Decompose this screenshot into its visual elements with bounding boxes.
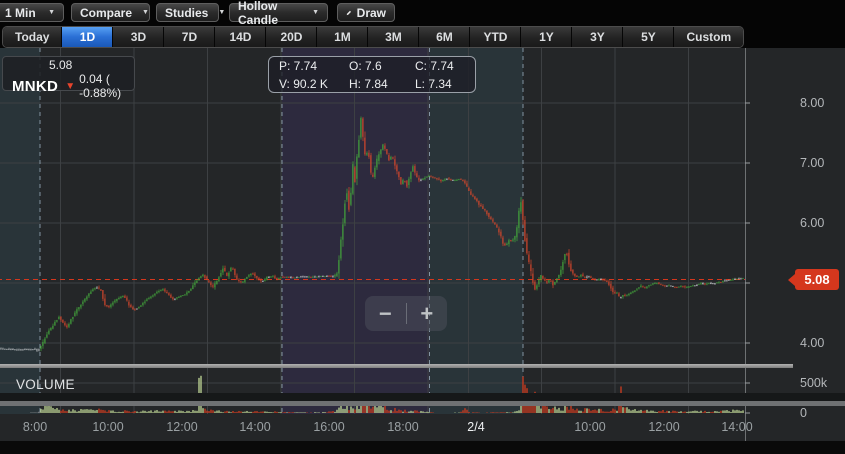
zoom-in-button[interactable]: + <box>420 301 434 326</box>
range-tab-3y[interactable]: 3Y <box>572 26 624 47</box>
range-tab-group: Today 1D 3D 7D 14D 20D 1M 3M 6M YTD 1Y 3Y 5Y Custom <box>2 25 745 48</box>
range-tab-ytd[interactable]: YTD <box>470 26 522 47</box>
x-axis-label: 8:00 <box>22 420 48 434</box>
draw-button[interactable]: Draw <box>337 3 395 22</box>
chart-type-label: Hollow Candle <box>238 0 279 27</box>
last-price-label: 5.08 <box>788 269 839 290</box>
x-axis-label: 10:00 <box>574 420 606 434</box>
x-axis-label: 18:00 <box>387 420 419 434</box>
range-tab-1d[interactable]: 1D <box>62 26 114 47</box>
tooltip-volume: V: 90.2 K <box>279 77 328 91</box>
symbol-ticker: MNKD <box>12 77 59 95</box>
x-axis-label: 12:00 <box>166 420 198 434</box>
compare-dropdown[interactable]: Compare ▼ <box>71 3 150 22</box>
chevron-down-icon: ▼ <box>218 9 226 16</box>
down-arrow-icon: ▼ <box>65 80 76 92</box>
pencil-icon <box>346 10 352 15</box>
bottom-strip <box>0 393 845 401</box>
change-text: 0.04 ( -0.88%) <box>79 72 122 100</box>
range-tab-custom[interactable]: Custom <box>674 26 744 47</box>
compare-label: Compare <box>80 5 133 20</box>
studies-label: Studies <box>165 5 209 20</box>
x-axis-label: 16:00 <box>313 420 345 434</box>
y-axis-label: 0 <box>800 406 807 420</box>
range-tab-3d[interactable]: 3D <box>113 26 165 47</box>
x-axis-label: 12:00 <box>648 420 680 434</box>
y-axis-label: 500k <box>800 376 828 390</box>
tooltip-close: C: 7.74 <box>415 59 454 73</box>
tooltip-price: P: 7.74 <box>279 59 318 73</box>
y-axis-label: 4.00 <box>800 336 825 350</box>
zoom-controls: − + <box>365 296 447 331</box>
range-tab-6m[interactable]: 6M <box>419 26 471 47</box>
x-axis-label: 14:00 <box>239 420 271 434</box>
range-tab-14d[interactable]: 14D <box>215 26 267 47</box>
tooltip-high: H: 7.84 <box>349 77 388 91</box>
range-tab-3m[interactable]: 3M <box>368 26 420 47</box>
candlestick-chart[interactable] <box>0 48 845 454</box>
studies-dropdown[interactable]: Studies ▼ <box>156 3 225 22</box>
range-tab-today[interactable]: Today <box>3 26 63 47</box>
range-tab-20d[interactable]: 20D <box>266 26 318 47</box>
chart-toolbar: 1 Min ▼ Compare ▼ Studies ▼ Hollow Candl… <box>0 0 845 27</box>
zoom-divider <box>405 303 407 324</box>
symbol-overlay: 5.08 MNKD ▼ 0.04 ( -0.88%) <box>2 56 135 100</box>
y-axis-label: 6.00 <box>800 216 825 230</box>
y-axis-label: 8.00 <box>800 96 825 110</box>
chart-area[interactable]: 5.08 MNKD ▼ 0.04 ( -0.88%) P: 7.74 O: 7.… <box>0 48 845 441</box>
zoom-out-button[interactable]: − <box>378 301 392 326</box>
range-tab-7d[interactable]: 7D <box>164 26 216 47</box>
y-axis-label: 7.00 <box>800 156 825 170</box>
interval-dropdown[interactable]: 1 Min ▼ <box>0 3 64 22</box>
range-tab-5y[interactable]: 5Y <box>623 26 675 47</box>
volume-pane-label: VOLUME <box>16 377 75 392</box>
draw-label: Draw <box>356 5 386 20</box>
last-price-text: 5.08 <box>49 58 73 72</box>
ohlc-tooltip: P: 7.74 O: 7.6 C: 7.74 V: 90.2 K H: 7.84… <box>268 56 476 93</box>
range-tab-bar: Today 1D 3D 7D 14D 20D 1M 3M 6M YTD 1Y 3Y 5Y Custom <box>0 25 845 48</box>
chevron-down-icon: ▼ <box>312 9 319 16</box>
x-axis-label: 10:00 <box>92 420 124 434</box>
range-tab-1y[interactable]: 1Y <box>521 26 573 47</box>
tooltip-low: L: 7.34 <box>415 77 452 91</box>
chart-type-dropdown[interactable]: Hollow Candle ▼ <box>229 0 328 27</box>
x-axis-label: 14:00 <box>721 420 753 434</box>
x-axis-label: 2/4 <box>467 420 485 434</box>
range-tab-1m[interactable]: 1M <box>317 26 369 47</box>
tooltip-open: O: 7.6 <box>349 59 382 73</box>
pane-divider[interactable] <box>0 364 793 368</box>
chevron-down-icon: ▼ <box>48 9 55 16</box>
chevron-down-icon: ▼ <box>142 9 149 16</box>
bottom-splitter-bar[interactable] <box>0 401 845 406</box>
interval-label: 1 Min <box>5 5 36 20</box>
